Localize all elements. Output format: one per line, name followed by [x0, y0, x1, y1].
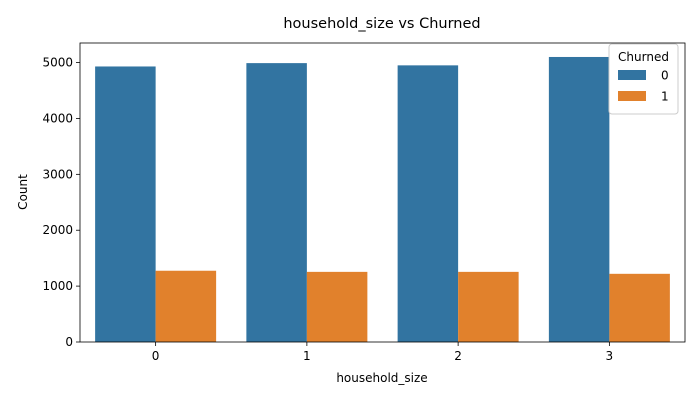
- legend: Churned 0 1: [608, 43, 679, 115]
- bar-series-1-category-3: [609, 273, 670, 342]
- y-tick-label: 3000: [42, 167, 73, 181]
- bar-series-0-category-2: [397, 65, 459, 343]
- y-axis-label: Count: [16, 174, 30, 210]
- legend-swatch-1: [618, 91, 646, 101]
- chart-title: household_size vs Churned: [283, 16, 480, 32]
- x-axis-ticks: 0 1 2 3: [152, 342, 613, 363]
- y-tick-label: 4000: [42, 111, 73, 125]
- plot-frame: [79, 42, 686, 343]
- x-tick-label: 0: [152, 349, 160, 363]
- legend-title: Churned: [618, 50, 669, 64]
- bar-series-1-category-2: [458, 271, 519, 342]
- x-tick-label: 2: [454, 349, 462, 363]
- bar-series-1-category-0: [155, 270, 217, 342]
- legend-label-0: 0: [661, 69, 669, 83]
- bar-series-0-category-3: [548, 56, 610, 343]
- y-tick-label: 5000: [42, 56, 73, 70]
- y-tick-label: 1000: [42, 279, 73, 293]
- y-tick-label: 2000: [42, 223, 73, 237]
- bar-series-0-category-0: [95, 66, 156, 342]
- y-axis-ticks: 0 1000 2000 3000 4000 5000: [42, 56, 80, 349]
- legend-label-1: 1: [661, 90, 669, 104]
- legend-swatch-0: [618, 70, 646, 80]
- bar-series-1-category-1: [306, 271, 368, 342]
- x-axis-label: household_size: [336, 371, 427, 385]
- bars-group: [95, 56, 670, 343]
- bar-series-0-category-1: [246, 63, 307, 342]
- x-tick-label: 3: [606, 349, 614, 363]
- x-tick-label: 1: [303, 349, 311, 363]
- y-tick-label: 0: [65, 335, 73, 349]
